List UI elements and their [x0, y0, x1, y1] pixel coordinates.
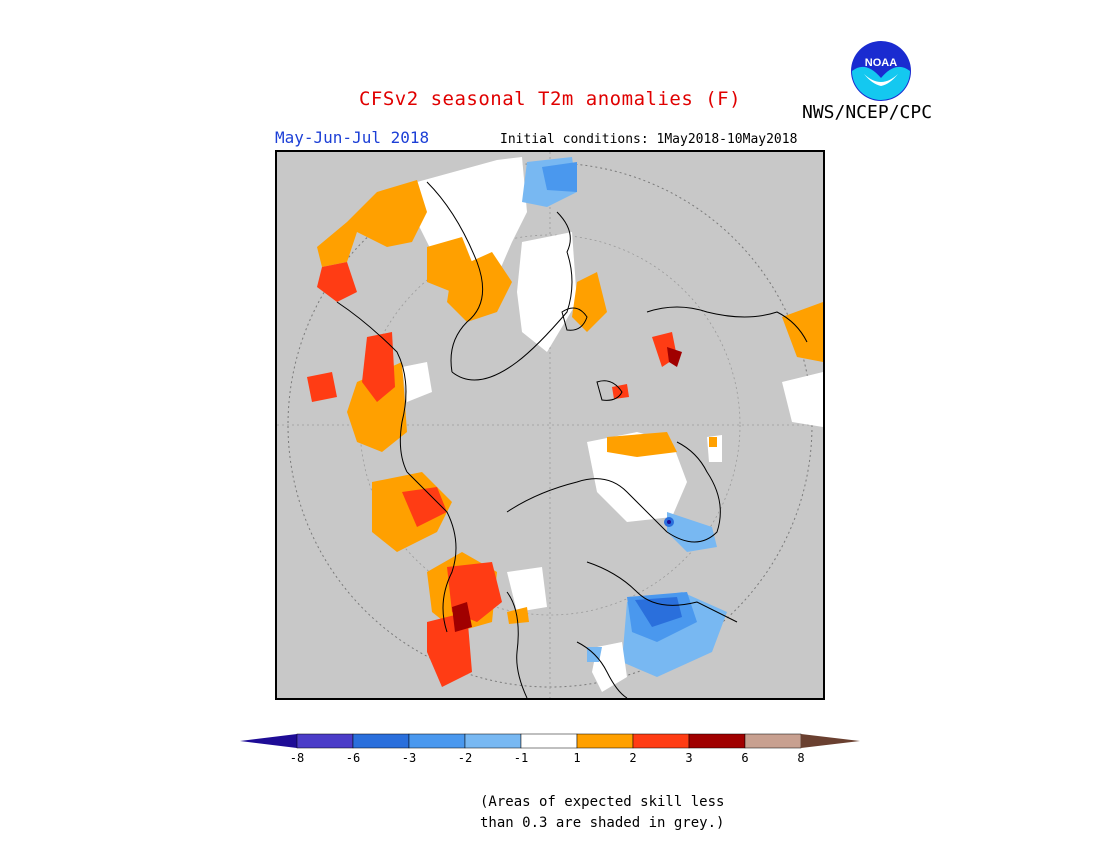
- colorbar-arrow-low: [240, 734, 297, 748]
- colorbar-tick-label: -1: [513, 751, 529, 765]
- anomaly-eurasia-north: [317, 157, 607, 352]
- colorbar-tick-label: -6: [345, 751, 361, 765]
- colorbar-arrow-high: [801, 734, 860, 748]
- colorbar-tick-label: 2: [629, 751, 637, 765]
- skill-note-line-2: than 0.3 are shaded in grey.): [480, 815, 725, 831]
- season-label: May-Jun-Jul 2018: [275, 128, 430, 147]
- skill-note-line-1: (Areas of expected skill less: [480, 794, 725, 810]
- colorbar-tick-label: 1: [573, 751, 581, 765]
- colorbar-tick-label: -2: [457, 751, 473, 765]
- map-title: CFSv2 seasonal T2m anomalies (F): [358, 88, 742, 110]
- colorbar-tick-label: 8: [797, 751, 805, 765]
- polar-map-canvas: [277, 152, 823, 698]
- anomaly-north-america: [587, 432, 727, 692]
- noaa-logo-text: NOAA: [865, 57, 897, 69]
- colorbar-tick-label: 6: [741, 751, 749, 765]
- polar-map: [275, 150, 825, 700]
- coastlines: [336, 181, 808, 698]
- skill-note: (Areas of expected skill less than 0.3 a…: [480, 792, 724, 834]
- anomaly-east-asia: [612, 302, 823, 462]
- colorbar-tick-label: 3: [685, 751, 693, 765]
- anomaly-europe: [307, 332, 547, 687]
- initial-conditions-label: Initial conditions: 1May2018-10May2018: [500, 132, 798, 147]
- noaa-logo: NOAA: [851, 41, 911, 101]
- agency-label: NWS/NCEP/CPC: [802, 102, 933, 123]
- colorbar-tick-label: -8: [289, 751, 305, 765]
- colorbar-tick-label: -3: [401, 751, 417, 765]
